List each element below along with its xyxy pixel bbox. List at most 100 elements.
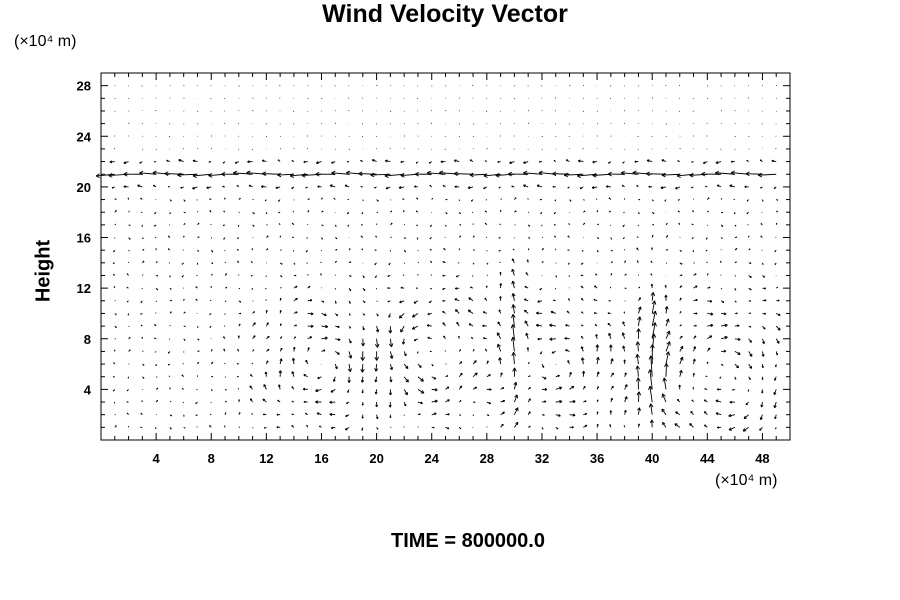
wind-vector [111, 186, 115, 189]
wind-vector [250, 374, 253, 378]
wind-vector [251, 362, 253, 365]
wind-vector [195, 286, 198, 289]
wind-vector [333, 197, 336, 200]
wind-vector [541, 414, 545, 416]
chart-title: Wind Velocity Vector [322, 0, 568, 28]
wind-vector [224, 388, 227, 391]
wind-vector [388, 338, 394, 348]
wind-vector [306, 262, 308, 264]
wind-vector [470, 336, 474, 340]
wind-vector [555, 414, 561, 417]
wind-vector [608, 197, 612, 200]
wind-vector [279, 336, 283, 340]
wind-vector [222, 224, 226, 227]
wind-vector [734, 236, 738, 239]
wind-vector [762, 312, 767, 315]
wind-vector [677, 210, 681, 213]
wind-vector [458, 385, 463, 390]
wind-vector [112, 262, 115, 265]
wind-vector [223, 210, 226, 213]
wind-vector [167, 248, 171, 251]
wind-vector [430, 287, 432, 290]
wind-vector [389, 363, 394, 371]
wind-vector [123, 171, 143, 177]
wind-vector [413, 338, 419, 342]
wind-vector [293, 262, 296, 265]
wind-vector [210, 223, 212, 226]
wind-vector [679, 297, 682, 301]
wind-vector [127, 376, 130, 379]
wind-vector [734, 300, 737, 303]
wind-vector [183, 426, 186, 429]
wind-vector [291, 160, 295, 162]
wind-vector [321, 197, 323, 200]
wind-vector [416, 224, 419, 227]
wind-vector [277, 399, 281, 403]
wind-vector [734, 376, 737, 380]
wind-vector [264, 199, 267, 202]
wind-vector [592, 160, 598, 164]
wind-vector [152, 170, 170, 176]
wind-vector [661, 408, 667, 415]
wind-vector [361, 414, 364, 419]
wind-vector [316, 412, 322, 416]
wind-vector [155, 110, 157, 112]
wind-vector [384, 173, 405, 178]
wind-vector [113, 286, 116, 289]
wind-vector [192, 186, 198, 190]
wind-vector [500, 372, 503, 377]
wind-vector [706, 197, 710, 200]
wind-vector [610, 372, 614, 377]
wind-vector [266, 335, 270, 340]
y-tick-label: 20 [77, 180, 91, 195]
wind-vector [748, 262, 752, 265]
wind-vector [362, 313, 366, 316]
wind-vector [665, 262, 668, 264]
wind-vector [650, 247, 653, 251]
wind-vector [251, 148, 253, 150]
wind-vector [237, 335, 240, 339]
wind-vector [650, 283, 654, 289]
wind-vector [610, 97, 612, 100]
wind-vector [291, 413, 295, 416]
wind-vector [610, 358, 614, 365]
wind-vector [595, 356, 600, 365]
wind-vector [524, 309, 529, 314]
wind-vector [277, 159, 281, 162]
wind-vector [486, 374, 491, 378]
wind-vector [472, 349, 475, 352]
wind-vector [583, 412, 588, 416]
wind-vector [555, 386, 563, 390]
wind-vector [415, 210, 419, 213]
wind-vector [141, 237, 144, 240]
wind-vector [554, 97, 557, 99]
wind-vector [607, 312, 611, 315]
wind-vector [346, 160, 350, 163]
wind-vector [706, 261, 708, 264]
wind-vector [676, 398, 681, 403]
wind-vector [265, 360, 269, 365]
wind-vector [305, 412, 308, 416]
wind-vector [224, 412, 227, 415]
x-tick-label: 32 [535, 451, 549, 466]
wind-vector [417, 388, 425, 394]
wind-vector [527, 411, 531, 415]
plot-frame [100, 72, 791, 441]
wind-vector [470, 286, 474, 289]
wind-vector [334, 313, 339, 317]
wind-vector [279, 358, 283, 365]
wind-vector [123, 185, 129, 189]
x-axis-unit: (×10⁴ m) [715, 472, 778, 489]
wind-vector [734, 351, 741, 355]
wind-vector [485, 199, 488, 201]
wind-vector [376, 313, 379, 317]
wind-vector [348, 338, 352, 344]
wind-vector [321, 324, 329, 329]
wind-vector [733, 212, 736, 215]
wind-vector [690, 410, 694, 415]
wind-vector [443, 248, 446, 251]
wind-vector [192, 173, 212, 178]
wind-vector [291, 186, 295, 190]
wind-vector [537, 337, 543, 341]
wind-vector [486, 401, 491, 405]
